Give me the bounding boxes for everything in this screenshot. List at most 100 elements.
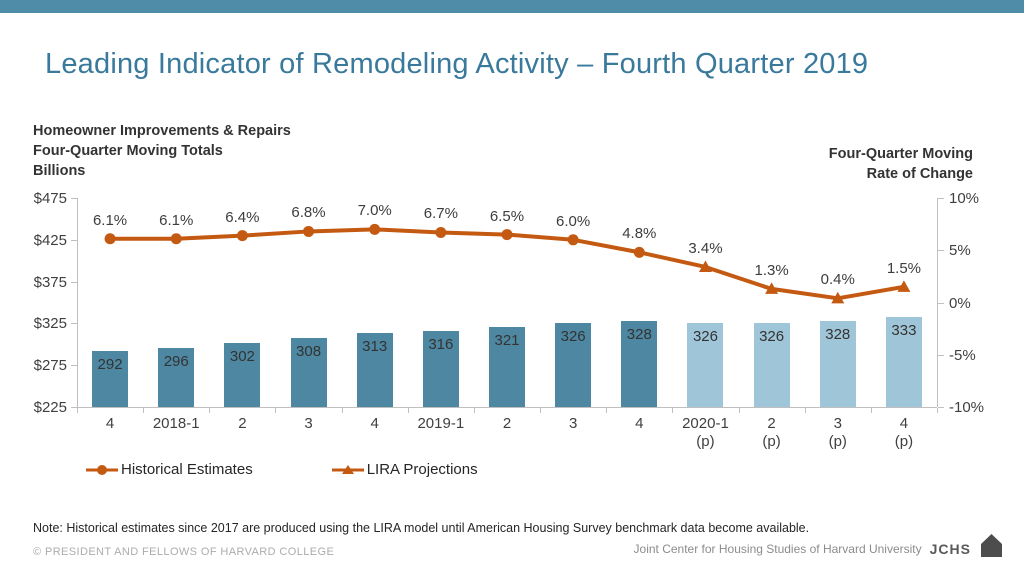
- bar-projection: [819, 320, 856, 407]
- bar-historical: [621, 320, 658, 407]
- bar-historical: [92, 350, 129, 407]
- y-axis-left-tick: [71, 365, 77, 367]
- x-axis-tick: [606, 408, 608, 413]
- line-value-label: 6.4%: [225, 208, 260, 226]
- footer-branding: Joint Center for Housing Studies of Harv…: [634, 533, 1004, 558]
- line-value-label: 3.4%: [688, 239, 723, 257]
- bar-value-label: 308: [296, 342, 322, 360]
- legend-item-lira-projections: LIRA Projections: [331, 461, 478, 478]
- historical-point-marker: [236, 230, 248, 242]
- legend-label: LIRA Projections: [366, 461, 478, 478]
- y-axis-right-label: -5%: [949, 346, 976, 364]
- historical-point-marker: [170, 233, 182, 245]
- x-axis-tick: [738, 408, 740, 413]
- y-axis-right-label: -10%: [949, 399, 985, 416]
- bar-projection: [753, 322, 790, 407]
- bar-value-label: 326: [692, 327, 718, 345]
- line-value-label: 6.0%: [556, 212, 591, 230]
- x-axis-tick: [937, 408, 938, 413]
- triangle-marker-icon: [331, 464, 364, 474]
- line-value-label: 6.1%: [159, 211, 194, 229]
- x-axis-category-label: 2018-1: [152, 415, 200, 432]
- x-axis-category-label: 2 (p): [762, 415, 781, 450]
- x-axis-tick: [540, 408, 542, 413]
- projection-point-marker: [897, 280, 911, 292]
- bar-value-label: 292: [97, 355, 123, 373]
- left-axis-title-line1: Homeowner Improvements & Repairs: [33, 123, 291, 139]
- y-axis-right-tick: [938, 198, 944, 199]
- line-value-label: 6.1%: [92, 211, 128, 229]
- bar-projection: [885, 316, 922, 407]
- y-axis-left-tick: [71, 281, 77, 283]
- x-axis-line: [77, 407, 937, 408]
- bar-value-label: 326: [560, 327, 586, 345]
- bar-historical: [158, 347, 195, 407]
- y-axis-right-label: 5%: [949, 242, 971, 260]
- x-axis-category-label: 3 (p): [828, 415, 847, 450]
- x-axis-tick: [341, 408, 343, 413]
- bar-value-label: 316: [428, 335, 454, 353]
- chart-legend: Historical Estimates LIRA Projections: [85, 461, 478, 478]
- y-axis-left-label: $325: [33, 315, 67, 333]
- x-axis-tick: [275, 408, 277, 413]
- x-axis-category-label: 2: [502, 415, 512, 432]
- x-axis-category-label: 4: [635, 415, 644, 432]
- y-axis-left-label: $425: [33, 231, 67, 249]
- x-axis-tick: [143, 408, 145, 413]
- y-axis-right-tick: [938, 302, 944, 304]
- x-axis-category-label: 3: [304, 415, 313, 432]
- left-axis-title-line3: Billions: [33, 163, 86, 179]
- line-value-label: 6.8%: [291, 204, 326, 222]
- right-axis-title-line1: Four-Quarter Moving: [828, 146, 973, 162]
- page-title: Leading Indicator of Remodeling Activity…: [45, 48, 869, 80]
- bar-historical: [489, 326, 525, 407]
- bar-historical: [555, 322, 592, 407]
- line-value-label: 7.0%: [357, 202, 392, 220]
- x-axis-category-label: 4: [105, 415, 115, 432]
- x-axis-tick: [209, 408, 211, 413]
- line-value-label: 0.4%: [820, 271, 855, 289]
- historical-point-marker: [567, 234, 579, 246]
- top-accent-bar: [0, 0, 1024, 13]
- y-axis-right-label: 10%: [949, 190, 980, 207]
- bar-value-label: 328: [626, 325, 652, 343]
- right-axis-title-line2: Rate of Change: [866, 166, 973, 182]
- y-axis-right-tick: [938, 354, 944, 356]
- y-axis-right-line: [937, 198, 938, 407]
- y-axis-left-tick: [71, 198, 77, 199]
- y-axis-left-label: $475: [33, 190, 67, 207]
- historical-point-marker: [501, 229, 513, 241]
- historical-point-marker: [303, 225, 315, 237]
- x-axis-category-label: 2: [238, 415, 247, 432]
- x-axis-tick: [473, 408, 475, 413]
- y-axis-left-tick: [71, 323, 77, 325]
- legend-item-historical-estimates: Historical Estimates: [85, 461, 253, 478]
- y-axis-left-tick: [71, 239, 77, 241]
- y-axis-left-label: $275: [33, 357, 67, 375]
- bar-value-label: 328: [825, 325, 851, 343]
- x-axis-tick: [77, 408, 78, 413]
- y-axis-left-label: $225: [33, 399, 67, 416]
- x-axis-tick: [407, 408, 409, 413]
- bar-value-label: 326: [759, 327, 785, 345]
- copyright-text: © PRESIDENT AND FELLOWS OF HARVARD COLLE…: [33, 546, 335, 558]
- jchs-logo-text: JCHS: [929, 541, 971, 557]
- x-axis-category-label: 4: [370, 415, 379, 432]
- bar-projection: [687, 322, 724, 407]
- left-axis-title: Homeowner Improvements & Repairs Four-Qu…: [33, 121, 291, 181]
- bar-value-label: 321: [494, 331, 520, 349]
- bar-historical: [422, 330, 459, 407]
- bar-value-label: 302: [229, 347, 255, 365]
- line-value-label: 6.7%: [423, 205, 458, 223]
- x-axis-category-label: 2020-1 (p): [682, 415, 729, 450]
- line-value-label: 1.3%: [754, 261, 789, 279]
- x-axis-category-label: 2019-1: [417, 415, 465, 432]
- bar-historical: [290, 337, 327, 407]
- x-axis-tick: [870, 408, 872, 413]
- y-axis-left-tick: [71, 407, 77, 408]
- y-axis-right-tick: [938, 250, 944, 252]
- bar-value-label: 313: [362, 338, 388, 356]
